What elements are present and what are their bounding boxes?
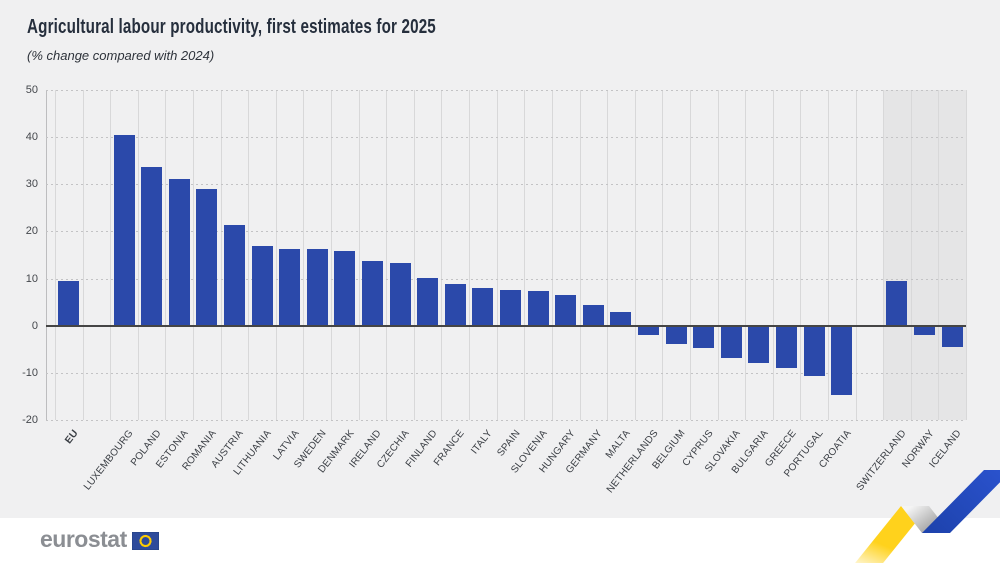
zero-baseline (46, 324, 966, 327)
horizontal-gridline (46, 278, 966, 280)
bar-latvia (279, 248, 301, 326)
vertical-gridline (717, 90, 719, 420)
y-tick-label--20: -20 (22, 414, 38, 426)
bar-eu (58, 280, 80, 326)
bar-finland (417, 277, 439, 326)
bar-slovakia (720, 325, 742, 358)
vertical-gridline (275, 90, 277, 420)
y-tick-label-20: 20 (25, 225, 38, 238)
vertical-gridline (938, 90, 940, 420)
vertical-gridline (82, 90, 84, 420)
vertical-gridline (634, 90, 636, 420)
y-tick-label-30: 30 (25, 178, 38, 191)
vertical-gridline (883, 90, 885, 420)
vertical-gridline (137, 90, 139, 420)
horizontal-gridline (46, 184, 966, 186)
x-axis-labels: EU LUXEMBOURG POLAND ESTONIA ROMANIA AUSTRIA L… (46, 422, 966, 518)
vertical-gridline (55, 90, 56, 420)
efta-highlight-region (883, 90, 966, 420)
bar-slovenia (527, 290, 549, 326)
vertical-gridline (966, 90, 967, 420)
y-tick-label-0: 0 (31, 319, 38, 332)
vertical-gridline (110, 90, 112, 420)
vertical-gridline (800, 90, 802, 420)
bar-switzerland (886, 281, 908, 326)
horizontal-gridline (46, 372, 966, 374)
y-axis-line (46, 90, 47, 420)
vertical-gridline (827, 90, 829, 420)
vertical-gridline (303, 90, 305, 420)
vertical-gridline (910, 90, 912, 420)
horizontal-gridline (46, 231, 966, 233)
y-axis: 50 40 30 20 10 0 -10 -20 (0, 84, 40, 426)
vertical-gridline (524, 90, 526, 420)
vertical-gridline (441, 90, 443, 420)
y-tick-label-50: 50 (25, 84, 38, 96)
vertical-gridline (772, 90, 774, 420)
eu-flag-icon (131, 531, 159, 550)
bar-denmark (334, 250, 356, 326)
vertical-gridline (579, 90, 581, 420)
vertical-gridline (745, 90, 747, 420)
bar-germany (582, 304, 604, 326)
vertical-gridline (358, 90, 360, 420)
bar-bulgaria (748, 325, 770, 364)
eurostat-logo[interactable]: eurostat (40, 526, 159, 552)
bar-ireland (361, 261, 383, 326)
chart-background (0, 0, 1000, 518)
bar-czechia (389, 263, 411, 326)
bar-luxembourg (113, 135, 135, 326)
vertical-gridline (413, 90, 415, 420)
y-tick-label--10: -10 (22, 366, 38, 379)
bar-france (444, 284, 466, 326)
chart-title: Agricultural labour productivity, first … (27, 16, 436, 38)
bar-belgium (665, 325, 687, 345)
chart-subtitle: (% change compared with 2024) (27, 48, 215, 63)
bar-spain (500, 290, 521, 326)
bar-croatia (831, 325, 853, 396)
bar-italy (472, 288, 494, 326)
vertical-gridline (662, 90, 664, 420)
vertical-gridline (193, 90, 195, 420)
bar-greece (776, 325, 798, 368)
bar-lithuania (251, 246, 273, 326)
vertical-gridline (165, 90, 167, 420)
vertical-gridline (855, 90, 857, 420)
bar-iceland (941, 325, 963, 348)
bar-malta (610, 312, 632, 326)
bar-norway (914, 325, 936, 336)
eurostat-zigzag-icon (855, 470, 1000, 563)
vertical-gridline (248, 90, 250, 420)
vertical-gridline (469, 90, 471, 420)
bar-sweden (306, 248, 328, 326)
bar-cyprus (693, 325, 715, 348)
bar-hungary (555, 294, 577, 326)
vertical-gridline (386, 90, 388, 420)
bar-portugal (803, 325, 825, 377)
y-tick-label-40: 40 (25, 131, 38, 144)
plot-area (46, 90, 967, 421)
horizontal-gridline (46, 137, 966, 139)
vertical-gridline (607, 90, 609, 420)
horizontal-gridline (46, 90, 966, 91)
vertical-gridline (689, 90, 691, 420)
vertical-gridline (220, 90, 222, 420)
vertical-gridline (551, 90, 553, 420)
vertical-gridline (331, 90, 333, 420)
bar-romania (196, 188, 218, 326)
vertical-gridline (496, 90, 498, 420)
horizontal-gridline (46, 420, 966, 421)
bar-netherlands (638, 325, 660, 336)
bar-austria (223, 224, 245, 326)
bar-estonia (168, 178, 190, 326)
eurostat-wordmark: eurostat (40, 526, 127, 552)
bar-poland (141, 166, 163, 326)
y-tick-label-10: 10 (25, 272, 38, 285)
